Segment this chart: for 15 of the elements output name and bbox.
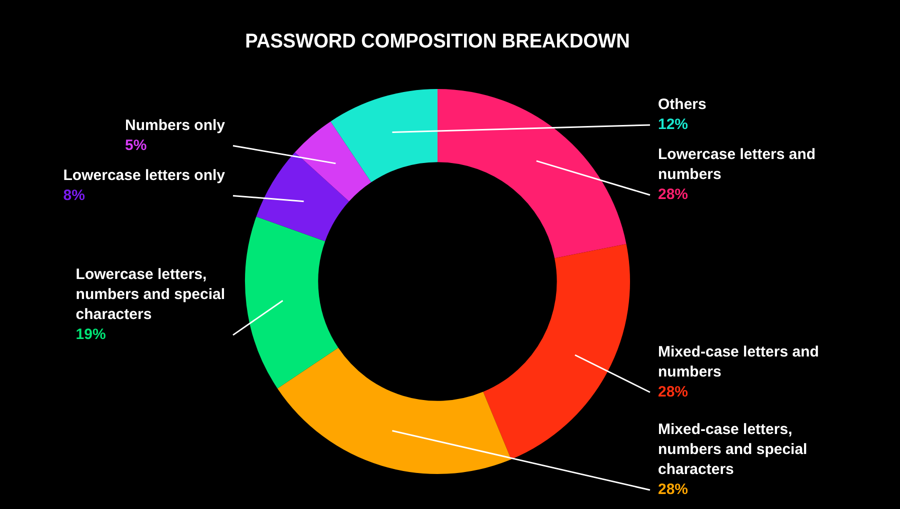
- slice-label: Numbers only: [124, 116, 226, 134]
- slice-label: Mixed-case letters, numbers and special characters: [658, 421, 808, 478]
- data-label: 5%: [124, 136, 147, 154]
- data-label: 28%: [658, 481, 688, 498]
- data-label: 12%: [658, 116, 688, 134]
- data-label: 28%: [658, 186, 688, 204]
- slice-label: Lowercase letters and numbers: [658, 146, 816, 184]
- slice-label: Mixed-case letters and numbers: [658, 343, 819, 380]
- data-label: 8%: [63, 186, 85, 204]
- data-label: 19%: [76, 326, 106, 344]
- data-label: 28%: [658, 383, 688, 400]
- slice-label: Lowercase letters only: [63, 166, 226, 184]
- slice-label: Lowercase letters, numbers and special characters: [76, 266, 225, 324]
- chart-title: PASSWORD COMPOSITION BREAKDOWN: [245, 30, 630, 53]
- slice-label: Others: [658, 96, 706, 114]
